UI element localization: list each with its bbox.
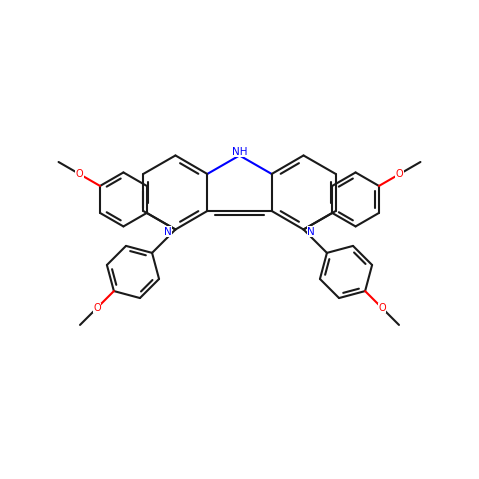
Text: O: O (76, 169, 83, 179)
Text: NH: NH (232, 147, 247, 157)
Text: O: O (93, 303, 101, 313)
Text: N: N (308, 227, 315, 237)
Text: N: N (164, 227, 171, 237)
Text: O: O (378, 303, 386, 313)
Text: O: O (396, 169, 403, 179)
